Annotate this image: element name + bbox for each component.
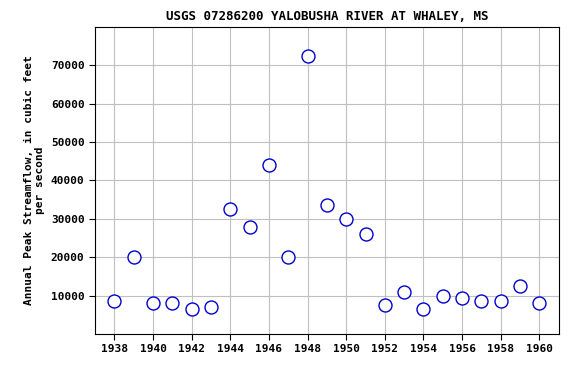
Point bbox=[380, 302, 389, 308]
Point bbox=[342, 216, 351, 222]
Point bbox=[283, 254, 293, 260]
Point bbox=[129, 254, 138, 260]
Point bbox=[361, 231, 370, 237]
Point bbox=[206, 304, 215, 310]
Point bbox=[477, 298, 486, 305]
Point bbox=[535, 300, 544, 306]
Point bbox=[149, 300, 158, 306]
Point bbox=[264, 162, 274, 168]
Y-axis label: Annual Peak Streamflow, in cubic feet
per second: Annual Peak Streamflow, in cubic feet pe… bbox=[24, 56, 46, 305]
Point bbox=[496, 298, 505, 305]
Point bbox=[110, 298, 119, 305]
Title: USGS 07286200 YALOBUSHA RIVER AT WHALEY, MS: USGS 07286200 YALOBUSHA RIVER AT WHALEY,… bbox=[166, 10, 488, 23]
Point bbox=[226, 206, 235, 212]
Point bbox=[438, 293, 448, 299]
Point bbox=[168, 300, 177, 306]
Point bbox=[303, 53, 312, 59]
Point bbox=[457, 295, 467, 301]
Point bbox=[516, 283, 525, 289]
Point bbox=[400, 289, 409, 295]
Point bbox=[245, 223, 254, 230]
Point bbox=[323, 202, 332, 209]
Point bbox=[187, 306, 196, 312]
Point bbox=[419, 306, 428, 312]
